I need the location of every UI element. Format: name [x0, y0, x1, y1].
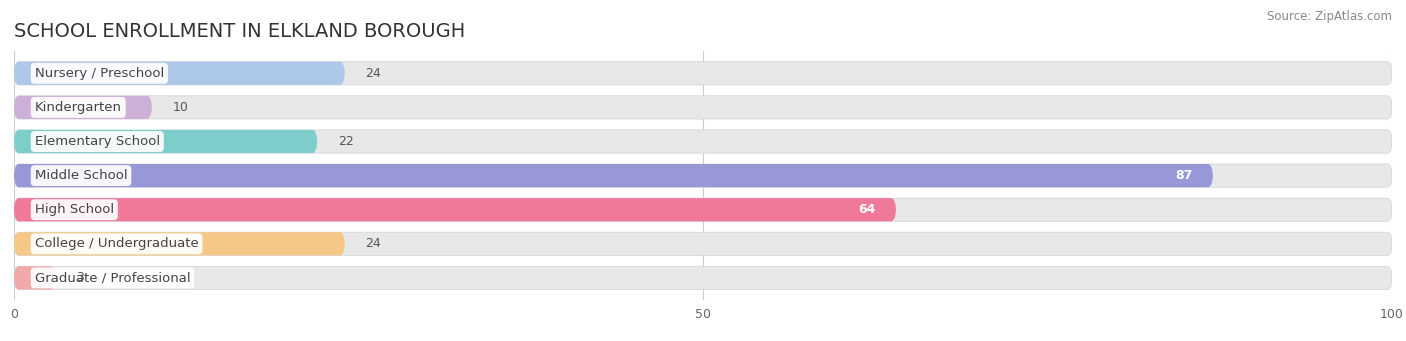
FancyBboxPatch shape [18, 232, 340, 255]
FancyBboxPatch shape [18, 232, 1388, 255]
Text: SCHOOL ENROLLMENT IN ELKLAND BOROUGH: SCHOOL ENROLLMENT IN ELKLAND BOROUGH [14, 22, 465, 41]
Circle shape [1382, 62, 1392, 85]
Text: 87: 87 [1175, 169, 1192, 182]
Text: Nursery / Preschool: Nursery / Preschool [35, 67, 165, 80]
Circle shape [14, 96, 24, 119]
Circle shape [142, 96, 152, 119]
FancyBboxPatch shape [18, 96, 148, 119]
Circle shape [336, 62, 344, 85]
Circle shape [14, 266, 24, 290]
FancyBboxPatch shape [18, 62, 340, 85]
Circle shape [14, 198, 24, 221]
FancyBboxPatch shape [18, 62, 1388, 85]
FancyBboxPatch shape [18, 198, 1388, 221]
Text: 10: 10 [173, 101, 188, 114]
Circle shape [887, 198, 896, 221]
Circle shape [14, 96, 24, 119]
Text: 24: 24 [366, 67, 381, 80]
FancyBboxPatch shape [18, 164, 1208, 187]
Text: 64: 64 [858, 203, 876, 216]
Circle shape [14, 164, 24, 187]
Circle shape [1382, 130, 1392, 153]
Circle shape [336, 232, 344, 255]
FancyBboxPatch shape [18, 130, 312, 153]
Circle shape [308, 130, 318, 153]
FancyBboxPatch shape [18, 130, 1388, 153]
Text: Elementary School: Elementary School [35, 135, 160, 148]
Text: 3: 3 [76, 271, 84, 284]
FancyBboxPatch shape [18, 198, 891, 221]
Circle shape [46, 266, 55, 290]
FancyBboxPatch shape [18, 266, 51, 290]
Circle shape [14, 198, 24, 221]
Circle shape [1382, 96, 1392, 119]
Circle shape [1382, 266, 1392, 290]
Circle shape [14, 232, 24, 255]
Text: High School: High School [35, 203, 114, 216]
Text: College / Undergraduate: College / Undergraduate [35, 237, 198, 250]
Circle shape [14, 130, 24, 153]
Circle shape [1204, 164, 1213, 187]
Text: Source: ZipAtlas.com: Source: ZipAtlas.com [1267, 10, 1392, 23]
Text: 24: 24 [366, 237, 381, 250]
FancyBboxPatch shape [18, 266, 1388, 290]
FancyBboxPatch shape [18, 164, 1388, 187]
Circle shape [14, 232, 24, 255]
Text: 22: 22 [337, 135, 354, 148]
Text: Kindergarten: Kindergarten [35, 101, 122, 114]
Text: Graduate / Professional: Graduate / Professional [35, 271, 190, 284]
Circle shape [14, 130, 24, 153]
Circle shape [14, 164, 24, 187]
Circle shape [14, 62, 24, 85]
Circle shape [14, 266, 24, 290]
Circle shape [1382, 164, 1392, 187]
Circle shape [14, 62, 24, 85]
Text: Middle School: Middle School [35, 169, 128, 182]
Circle shape [1382, 232, 1392, 255]
Circle shape [1382, 198, 1392, 221]
FancyBboxPatch shape [18, 96, 1388, 119]
